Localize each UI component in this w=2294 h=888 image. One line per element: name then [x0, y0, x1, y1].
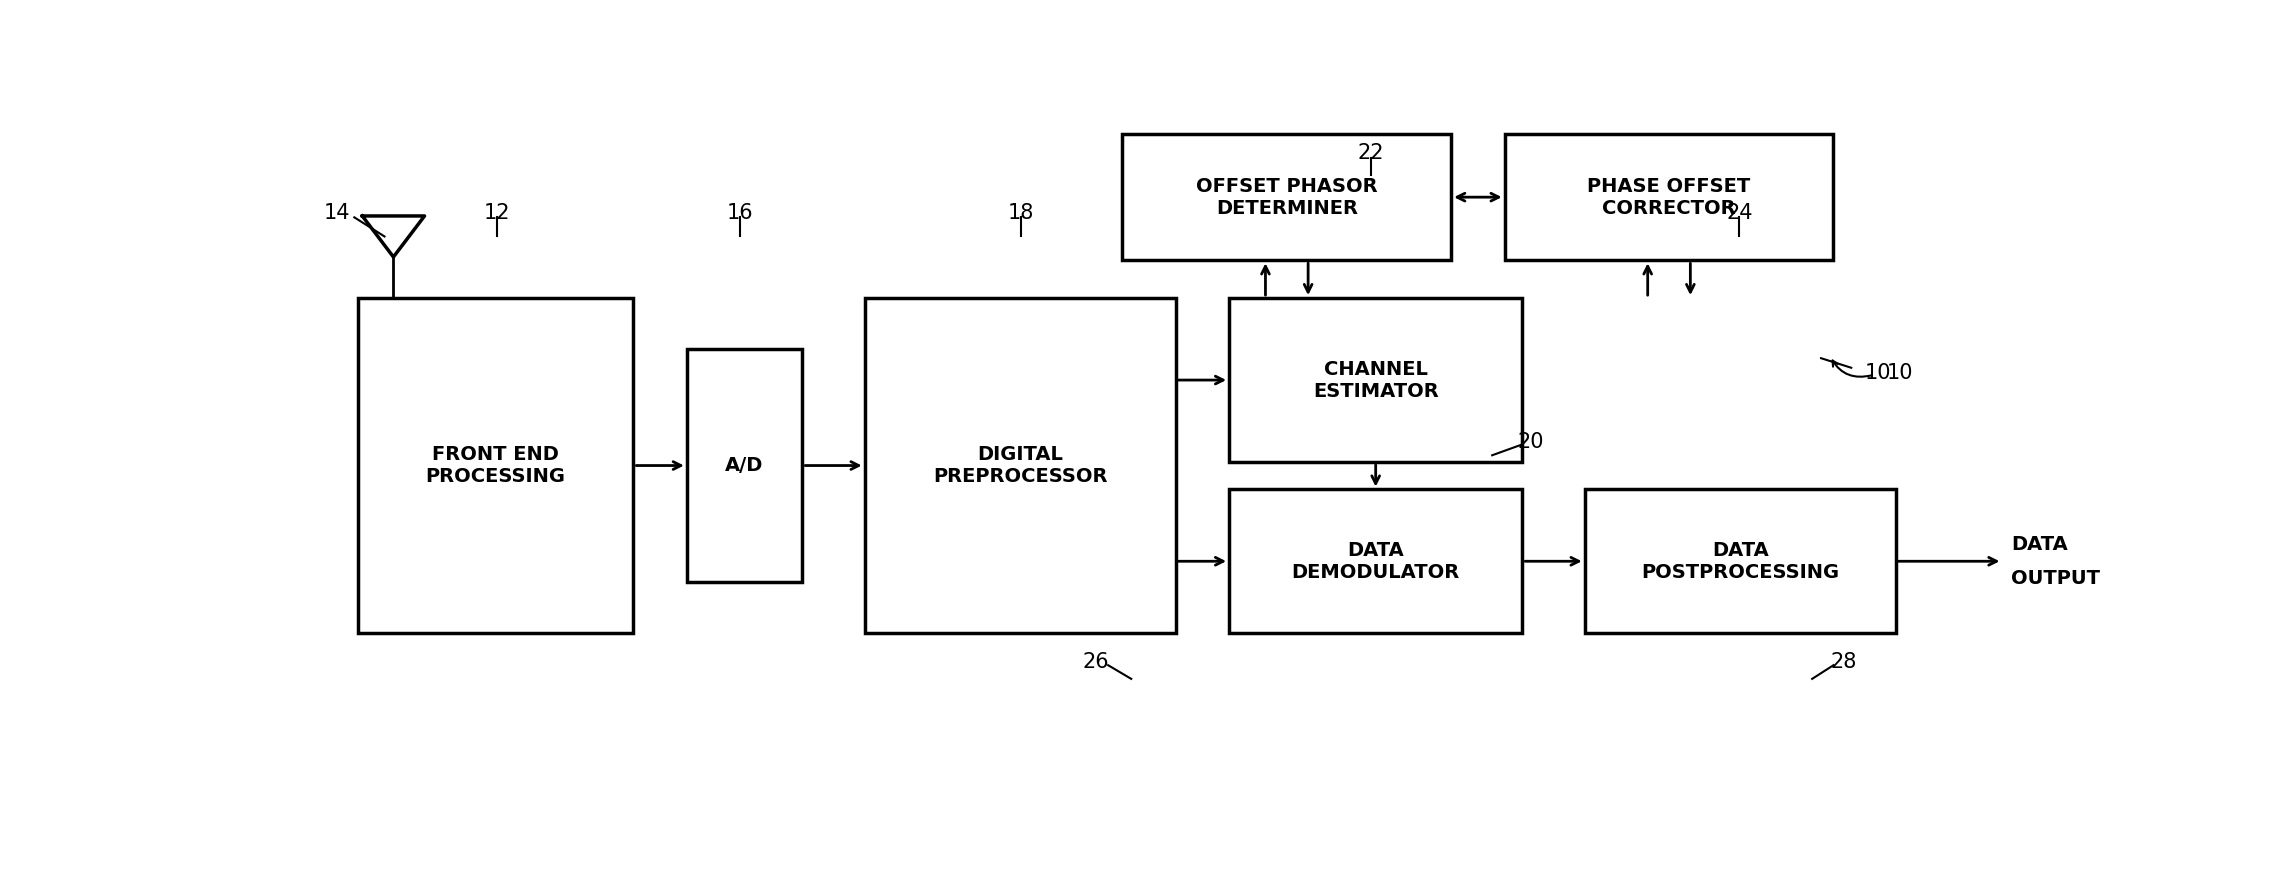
Text: DIGITAL
PREPROCESSOR: DIGITAL PREPROCESSOR	[934, 445, 1108, 486]
Text: CHANNEL
ESTIMATOR: CHANNEL ESTIMATOR	[1312, 360, 1438, 400]
Text: 24: 24	[1725, 202, 1753, 223]
Bar	[686, 349, 803, 582]
Bar	[1230, 489, 1523, 633]
Text: DATA
DEMODULATOR: DATA DEMODULATOR	[1292, 541, 1459, 582]
Text: DATA: DATA	[2012, 535, 2067, 553]
Bar	[1585, 489, 1895, 633]
Text: DATA
POSTPROCESSING: DATA POSTPROCESSING	[1640, 541, 1840, 582]
Text: OUTPUT: OUTPUT	[2012, 569, 2101, 588]
Bar	[1230, 298, 1523, 462]
Text: 20: 20	[1519, 432, 1544, 452]
Text: 26: 26	[1083, 652, 1108, 672]
Text: A/D: A/D	[725, 456, 764, 475]
Bar	[358, 298, 633, 633]
Text: PHASE OFFSET
CORRECTOR: PHASE OFFSET CORRECTOR	[1587, 177, 1750, 218]
Text: 14: 14	[323, 202, 349, 223]
Text: 18: 18	[1007, 202, 1035, 223]
Bar	[1505, 134, 1833, 260]
Text: FRONT END
PROCESSING: FRONT END PROCESSING	[427, 445, 567, 486]
Bar	[865, 298, 1175, 633]
Bar	[1122, 134, 1452, 260]
Text: 12: 12	[484, 202, 509, 223]
Text: 22: 22	[1358, 143, 1386, 163]
Text: 10: 10	[1865, 363, 1890, 384]
Text: OFFSET PHASOR
DETERMINER: OFFSET PHASOR DETERMINER	[1195, 177, 1379, 218]
Text: 16: 16	[727, 202, 752, 223]
Text: 10: 10	[1886, 363, 1913, 384]
Polygon shape	[362, 216, 424, 257]
Text: 28: 28	[1831, 652, 1858, 672]
